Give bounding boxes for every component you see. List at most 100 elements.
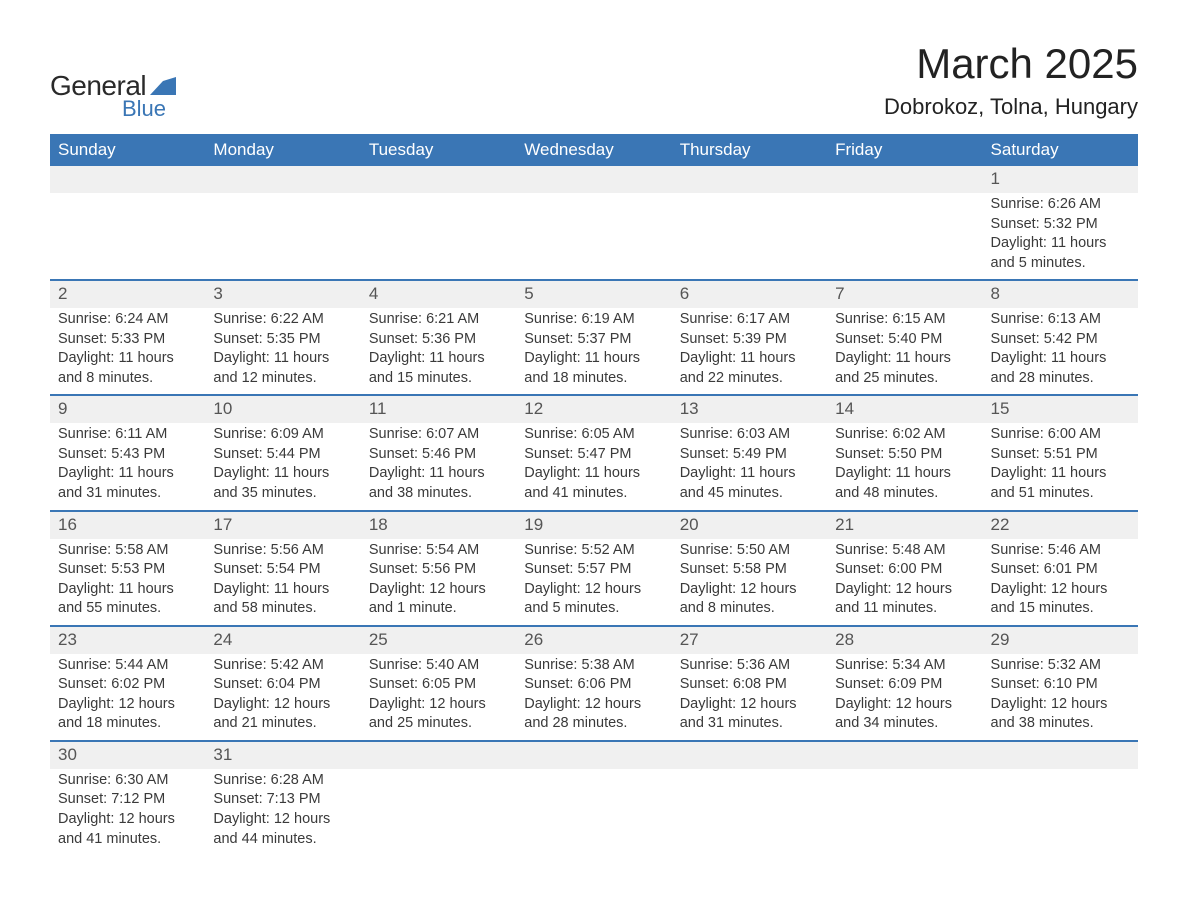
daylight-line: and 5 minutes. bbox=[524, 599, 663, 619]
flag-icon bbox=[150, 77, 176, 95]
weekday-header: Wednesday bbox=[516, 134, 671, 166]
day-number-cell: 5 bbox=[516, 280, 671, 308]
day-number-cell: 22 bbox=[983, 511, 1138, 539]
daylight-line: Daylight: 12 hours bbox=[58, 695, 197, 715]
day-number-cell bbox=[205, 166, 360, 193]
daylight-line: and 44 minutes. bbox=[213, 830, 352, 850]
day-data-cell: Sunrise: 6:19 AMSunset: 5:37 PMDaylight:… bbox=[516, 308, 671, 395]
sunrise-line: Sunrise: 6:19 AM bbox=[524, 310, 663, 330]
sunrise-line: Sunrise: 5:46 AM bbox=[991, 541, 1130, 561]
daylight-line: and 55 minutes. bbox=[58, 599, 197, 619]
day-data-cell: Sunrise: 6:28 AMSunset: 7:13 PMDaylight:… bbox=[205, 769, 360, 855]
daylight-line: and 38 minutes. bbox=[991, 714, 1130, 734]
daylight-line: Daylight: 11 hours bbox=[369, 349, 508, 369]
day-data-cell: Sunrise: 6:02 AMSunset: 5:50 PMDaylight:… bbox=[827, 423, 982, 510]
day-data-cell bbox=[50, 193, 205, 280]
day-data-cell: Sunrise: 6:05 AMSunset: 5:47 PMDaylight:… bbox=[516, 423, 671, 510]
day-number-cell: 10 bbox=[205, 395, 360, 423]
sunrise-line: Sunrise: 6:30 AM bbox=[58, 771, 197, 791]
sunrise-line: Sunrise: 6:22 AM bbox=[213, 310, 352, 330]
week-data-row: Sunrise: 5:44 AMSunset: 6:02 PMDaylight:… bbox=[50, 654, 1138, 741]
daylight-line: and 45 minutes. bbox=[680, 484, 819, 504]
sunrise-line: Sunrise: 6:17 AM bbox=[680, 310, 819, 330]
logo-text-blue: Blue bbox=[122, 96, 176, 122]
sunset-line: Sunset: 6:06 PM bbox=[524, 675, 663, 695]
sunset-line: Sunset: 6:09 PM bbox=[835, 675, 974, 695]
daylight-line: and 51 minutes. bbox=[991, 484, 1130, 504]
sunrise-line: Sunrise: 6:09 AM bbox=[213, 425, 352, 445]
daylight-line: Daylight: 12 hours bbox=[369, 695, 508, 715]
daylight-line: and 12 minutes. bbox=[213, 369, 352, 389]
day-number-cell: 12 bbox=[516, 395, 671, 423]
day-number-cell: 13 bbox=[672, 395, 827, 423]
sunset-line: Sunset: 6:00 PM bbox=[835, 560, 974, 580]
day-number-cell: 8 bbox=[983, 280, 1138, 308]
sunrise-line: Sunrise: 5:38 AM bbox=[524, 656, 663, 676]
daylight-line: Daylight: 11 hours bbox=[680, 349, 819, 369]
day-number-cell: 30 bbox=[50, 741, 205, 769]
day-number-cell: 28 bbox=[827, 626, 982, 654]
day-data-cell: Sunrise: 5:32 AMSunset: 6:10 PMDaylight:… bbox=[983, 654, 1138, 741]
week-daynum-row: 1 bbox=[50, 166, 1138, 193]
sunrise-line: Sunrise: 5:40 AM bbox=[369, 656, 508, 676]
week-data-row: Sunrise: 5:58 AMSunset: 5:53 PMDaylight:… bbox=[50, 539, 1138, 626]
sunrise-line: Sunrise: 5:48 AM bbox=[835, 541, 974, 561]
daylight-line: Daylight: 11 hours bbox=[213, 580, 352, 600]
weekday-header: Tuesday bbox=[361, 134, 516, 166]
daylight-line: and 28 minutes. bbox=[524, 714, 663, 734]
day-data-cell bbox=[672, 193, 827, 280]
day-data-cell: Sunrise: 5:42 AMSunset: 6:04 PMDaylight:… bbox=[205, 654, 360, 741]
daylight-line: Daylight: 12 hours bbox=[213, 695, 352, 715]
day-number-cell: 11 bbox=[361, 395, 516, 423]
daylight-line: and 25 minutes. bbox=[835, 369, 974, 389]
day-data-cell bbox=[827, 193, 982, 280]
daylight-line: and 34 minutes. bbox=[835, 714, 974, 734]
day-number-cell bbox=[361, 741, 516, 769]
daylight-line: Daylight: 11 hours bbox=[58, 580, 197, 600]
day-number-cell: 9 bbox=[50, 395, 205, 423]
sunrise-line: Sunrise: 5:52 AM bbox=[524, 541, 663, 561]
sunset-line: Sunset: 6:10 PM bbox=[991, 675, 1130, 695]
day-number-cell bbox=[827, 166, 982, 193]
sunset-line: Sunset: 5:57 PM bbox=[524, 560, 663, 580]
day-data-cell bbox=[672, 769, 827, 855]
sunset-line: Sunset: 5:32 PM bbox=[991, 215, 1130, 235]
sunrise-line: Sunrise: 6:24 AM bbox=[58, 310, 197, 330]
sunrise-line: Sunrise: 6:28 AM bbox=[213, 771, 352, 791]
day-data-cell: Sunrise: 6:21 AMSunset: 5:36 PMDaylight:… bbox=[361, 308, 516, 395]
sunrise-line: Sunrise: 5:56 AM bbox=[213, 541, 352, 561]
daylight-line: Daylight: 12 hours bbox=[835, 695, 974, 715]
day-number-cell bbox=[827, 741, 982, 769]
day-data-cell: Sunrise: 6:24 AMSunset: 5:33 PMDaylight:… bbox=[50, 308, 205, 395]
daylight-line: Daylight: 12 hours bbox=[369, 580, 508, 600]
sunrise-line: Sunrise: 5:36 AM bbox=[680, 656, 819, 676]
day-number-cell bbox=[516, 166, 671, 193]
daylight-line: Daylight: 11 hours bbox=[213, 464, 352, 484]
day-data-cell bbox=[983, 769, 1138, 855]
week-daynum-row: 2345678 bbox=[50, 280, 1138, 308]
sunset-line: Sunset: 5:33 PM bbox=[58, 330, 197, 350]
weekday-header: Sunday bbox=[50, 134, 205, 166]
day-number-cell bbox=[983, 741, 1138, 769]
day-data-cell bbox=[827, 769, 982, 855]
sunset-line: Sunset: 5:35 PM bbox=[213, 330, 352, 350]
day-number-cell: 15 bbox=[983, 395, 1138, 423]
sunset-line: Sunset: 5:50 PM bbox=[835, 445, 974, 465]
daylight-line: Daylight: 12 hours bbox=[680, 695, 819, 715]
day-number-cell: 18 bbox=[361, 511, 516, 539]
day-data-cell: Sunrise: 5:36 AMSunset: 6:08 PMDaylight:… bbox=[672, 654, 827, 741]
daylight-line: and 31 minutes. bbox=[680, 714, 819, 734]
daylight-line: and 8 minutes. bbox=[58, 369, 197, 389]
daylight-line: and 5 minutes. bbox=[991, 254, 1130, 274]
weekday-header: Thursday bbox=[672, 134, 827, 166]
sunrise-line: Sunrise: 5:32 AM bbox=[991, 656, 1130, 676]
day-data-cell: Sunrise: 5:34 AMSunset: 6:09 PMDaylight:… bbox=[827, 654, 982, 741]
daylight-line: and 38 minutes. bbox=[369, 484, 508, 504]
daylight-line: Daylight: 11 hours bbox=[213, 349, 352, 369]
sunrise-line: Sunrise: 6:03 AM bbox=[680, 425, 819, 445]
daylight-line: Daylight: 11 hours bbox=[524, 349, 663, 369]
sunset-line: Sunset: 6:02 PM bbox=[58, 675, 197, 695]
day-data-cell bbox=[205, 193, 360, 280]
day-data-cell: Sunrise: 5:56 AMSunset: 5:54 PMDaylight:… bbox=[205, 539, 360, 626]
daylight-line: and 48 minutes. bbox=[835, 484, 974, 504]
